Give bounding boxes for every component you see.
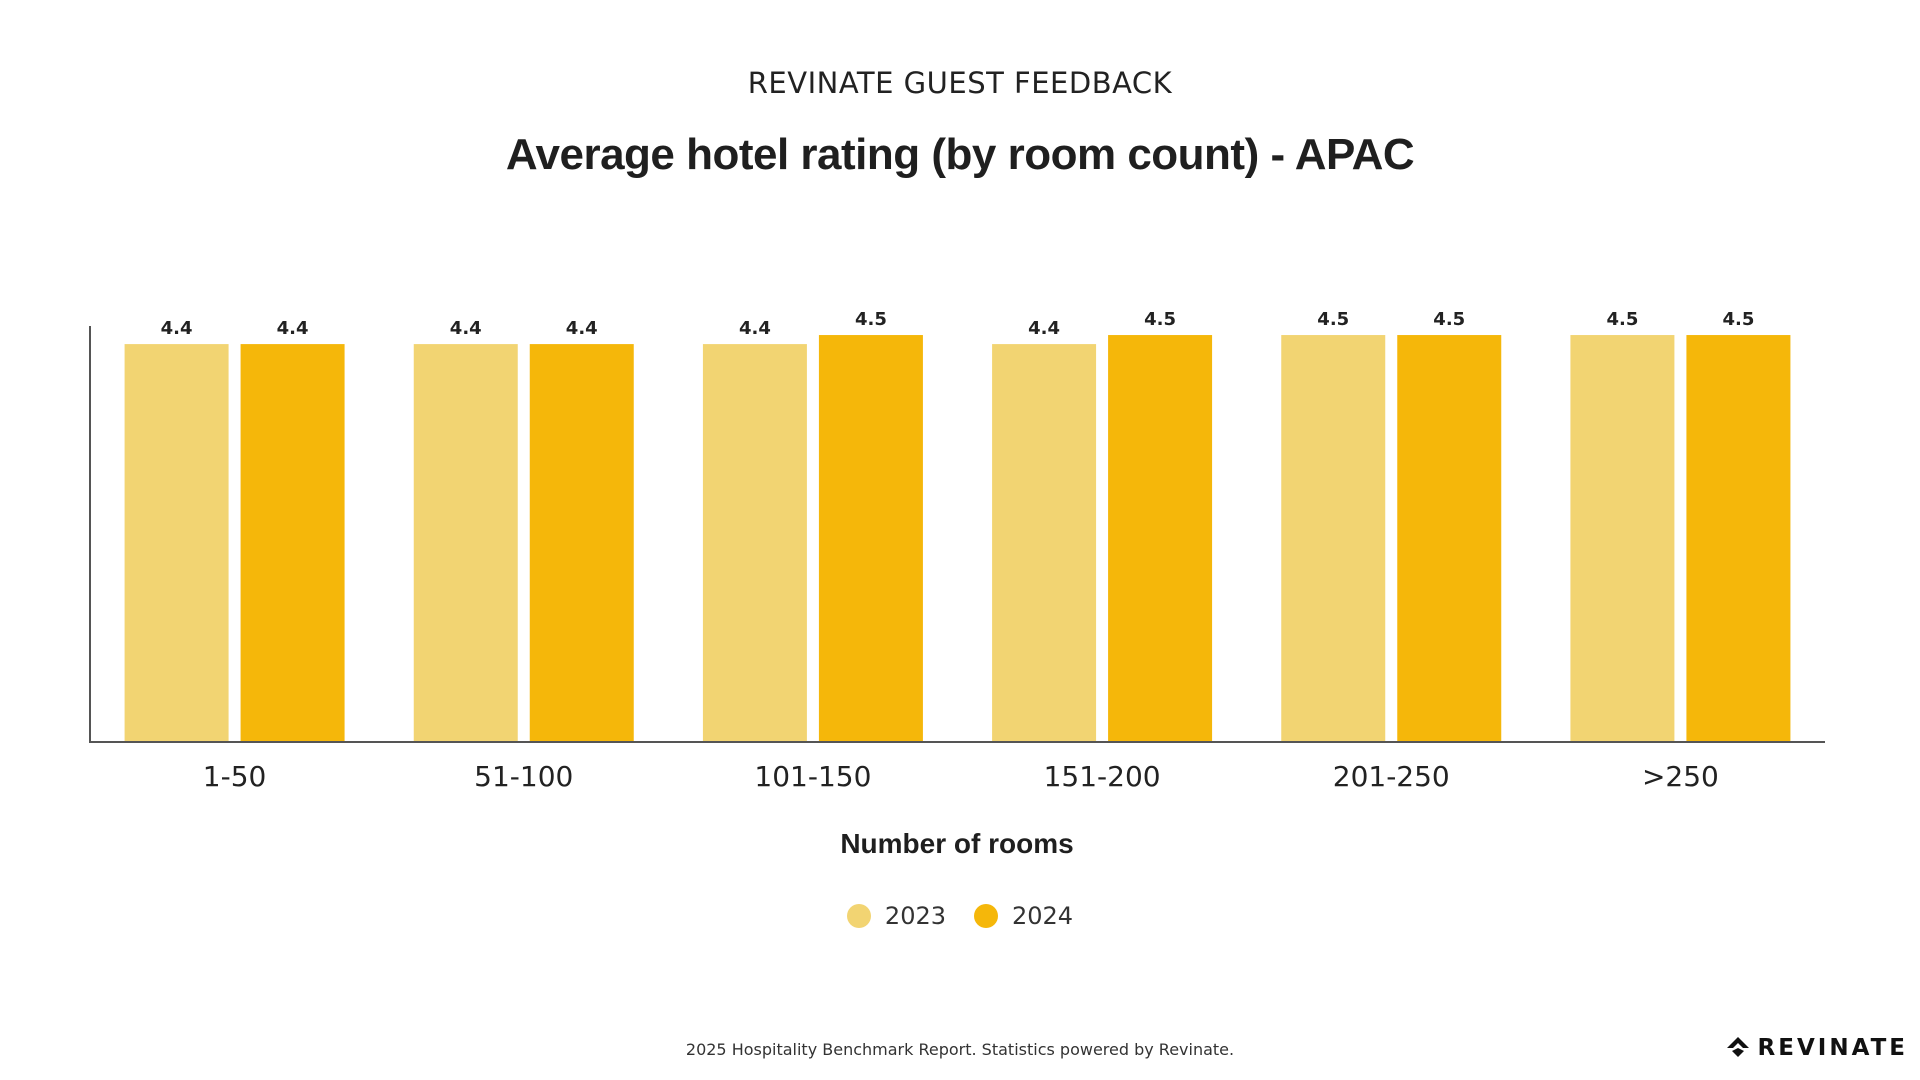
- data-label-2024-101-150: 4.5: [855, 309, 887, 330]
- x-tick-label-51-100: 51-100: [474, 760, 573, 793]
- brand-logo: REVINATE: [1726, 1035, 1908, 1061]
- bar-2024-51-100: [529, 344, 634, 742]
- x-axis-title: Number of rooms: [840, 828, 1073, 859]
- bar-2024-101-150: [818, 335, 923, 742]
- x-tick-label-201-250: 201-250: [1333, 760, 1450, 793]
- data-label-2024-51-100: 4.4: [566, 318, 598, 339]
- data-label-2024-151-200: 4.5: [1144, 309, 1176, 330]
- data-label-2024-1-50: 4.4: [277, 318, 309, 339]
- bar-2023-101-150: [702, 344, 807, 742]
- bar-2023-51-100: [413, 344, 518, 742]
- data-label-2023->250: 4.5: [1606, 309, 1638, 330]
- legend-label-2023: 2023: [884, 902, 946, 930]
- bar-2024->250: [1686, 335, 1791, 742]
- data-label-2023-1-50: 4.4: [161, 318, 193, 339]
- legend-swatch-2023: [846, 904, 871, 928]
- bar-2024-151-200: [1108, 335, 1213, 742]
- footer-note: 2025 Hospitality Benchmark Report. Stati…: [685, 1040, 1235, 1059]
- x-tick-label-1-50: 1-50: [203, 760, 267, 793]
- data-label-2024-201-250: 4.5: [1433, 309, 1465, 330]
- legend-swatch-2024: [974, 904, 998, 928]
- legend-item-2023: 2023: [846, 902, 946, 930]
- data-label-2023-151-200: 4.4: [1028, 318, 1060, 339]
- data-label-2023-201-250: 4.5: [1317, 309, 1349, 330]
- bar-2023-201-250: [1281, 335, 1386, 742]
- data-label-2024->250: 4.5: [1722, 309, 1754, 330]
- bar-chart: 4.4 4.4 1-50 4.4 4.4 51-100 4.4 4.5 101-150 4.4 4.…: [89, 309, 1825, 859]
- revinate-logo-icon: [1726, 1037, 1749, 1057]
- x-tick-label-101-150: 101-150: [754, 760, 871, 793]
- brand-name: REVINATE: [1757, 1035, 1908, 1061]
- bar-2023-151-200: [992, 344, 1097, 742]
- bar-2023-1-50: [124, 344, 229, 742]
- legend-item-2024: 2024: [974, 902, 1073, 930]
- bar-2024-1-50: [240, 344, 345, 742]
- report-kicker: REVINATE GUEST FEEDBACK: [747, 66, 1173, 100]
- data-label-2023-51-100: 4.4: [450, 318, 482, 339]
- bar-2023->250: [1570, 335, 1675, 742]
- x-tick-label-151-200: 151-200: [1044, 760, 1161, 793]
- x-tick-label->250: >250: [1642, 760, 1719, 793]
- chart-legend: 2023 2024: [0, 902, 1920, 930]
- chart-title: Average hotel rating (by room count) - A…: [505, 130, 1415, 179]
- legend-label-2024: 2024: [1012, 902, 1074, 930]
- data-label-2023-101-150: 4.4: [739, 318, 771, 339]
- bar-2024-201-250: [1397, 335, 1502, 742]
